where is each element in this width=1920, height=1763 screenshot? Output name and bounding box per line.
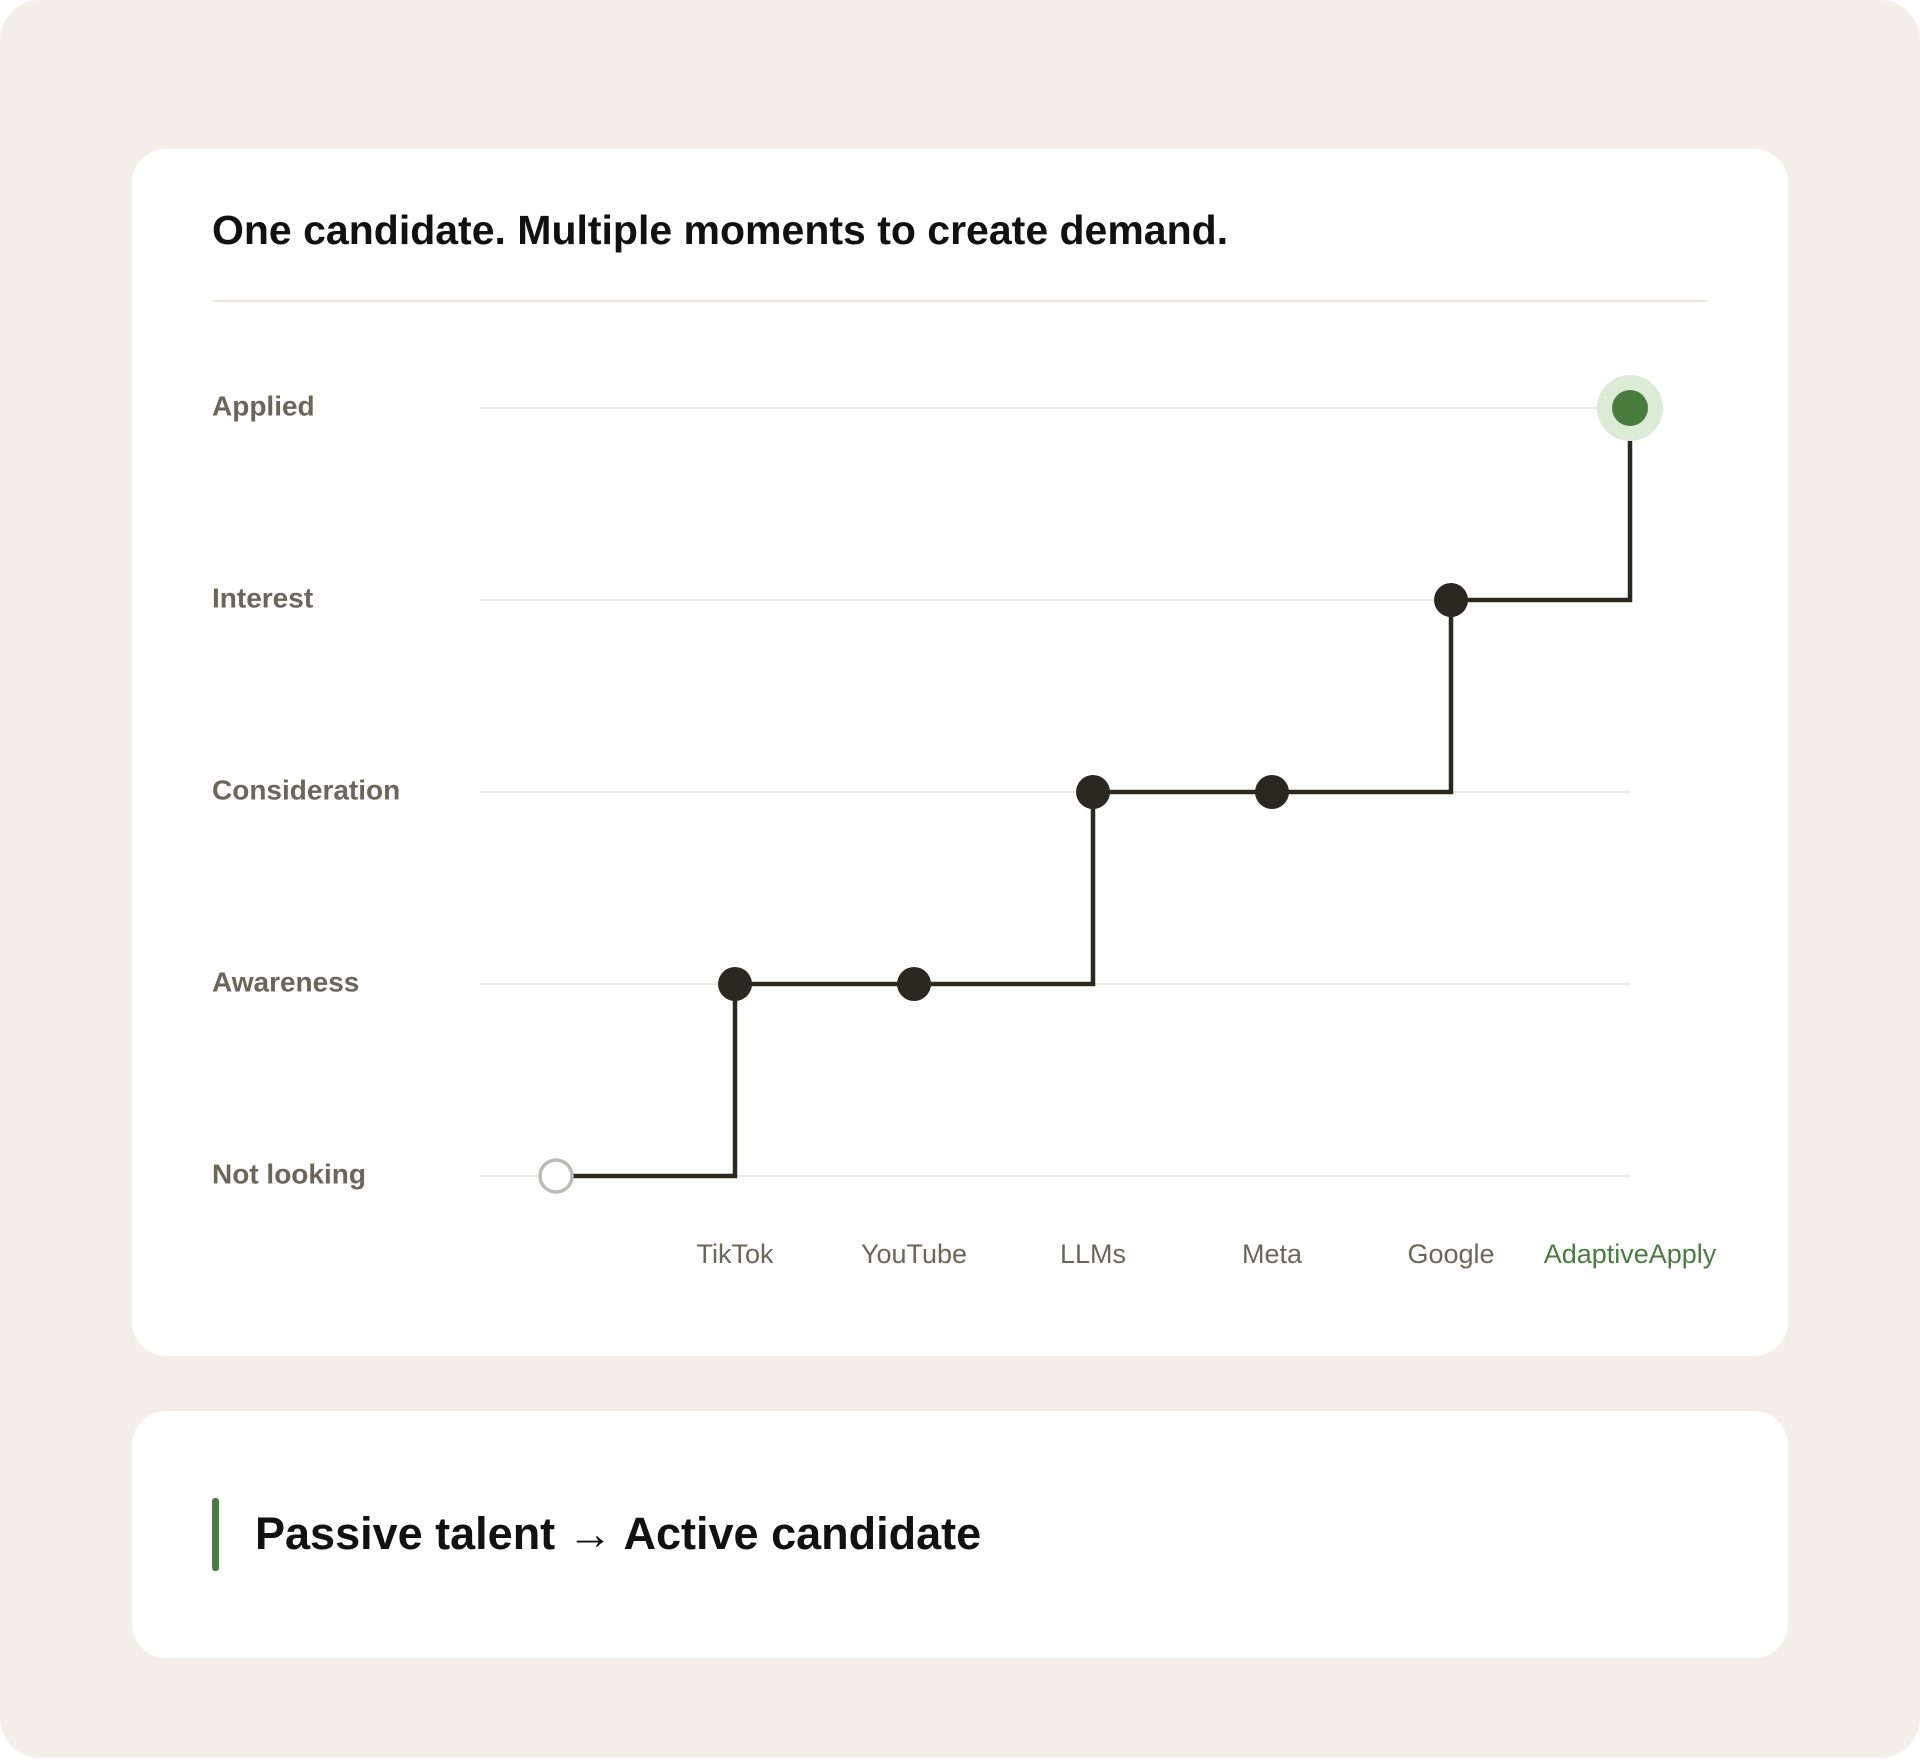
point xyxy=(1434,583,1468,617)
x-tick-label: Google xyxy=(1407,1239,1494,1269)
callout-text: Passive talent → Active candidate xyxy=(255,1508,981,1559)
chart-card xyxy=(132,149,1788,1356)
callout-card xyxy=(132,1411,1788,1658)
x-tick-label: YouTube xyxy=(861,1239,967,1269)
y-tick-label: Interest xyxy=(212,582,313,613)
plot: Not looking Awareness Consideration Interes… xyxy=(212,375,1717,1269)
y-tick-label: Applied xyxy=(212,390,315,421)
x-tick-label: TikTok xyxy=(696,1239,774,1269)
start-point xyxy=(538,1158,574,1194)
chart-title: One candidate. Multiple moments to creat… xyxy=(212,207,1228,253)
point xyxy=(1076,775,1110,809)
callout-accent xyxy=(212,1498,219,1571)
x-tick-label: Meta xyxy=(1242,1239,1303,1269)
point xyxy=(897,967,931,1001)
x-tick-label: AdaptiveApply xyxy=(1544,1239,1717,1269)
y-tick-label: Awareness xyxy=(212,966,359,997)
x-tick-label: LLMs xyxy=(1060,1239,1126,1269)
end-point xyxy=(1612,390,1648,426)
point xyxy=(1255,775,1289,809)
y-tick-label: Consideration xyxy=(212,774,400,805)
point xyxy=(718,967,752,1001)
y-tick-label: Not looking xyxy=(212,1158,366,1189)
